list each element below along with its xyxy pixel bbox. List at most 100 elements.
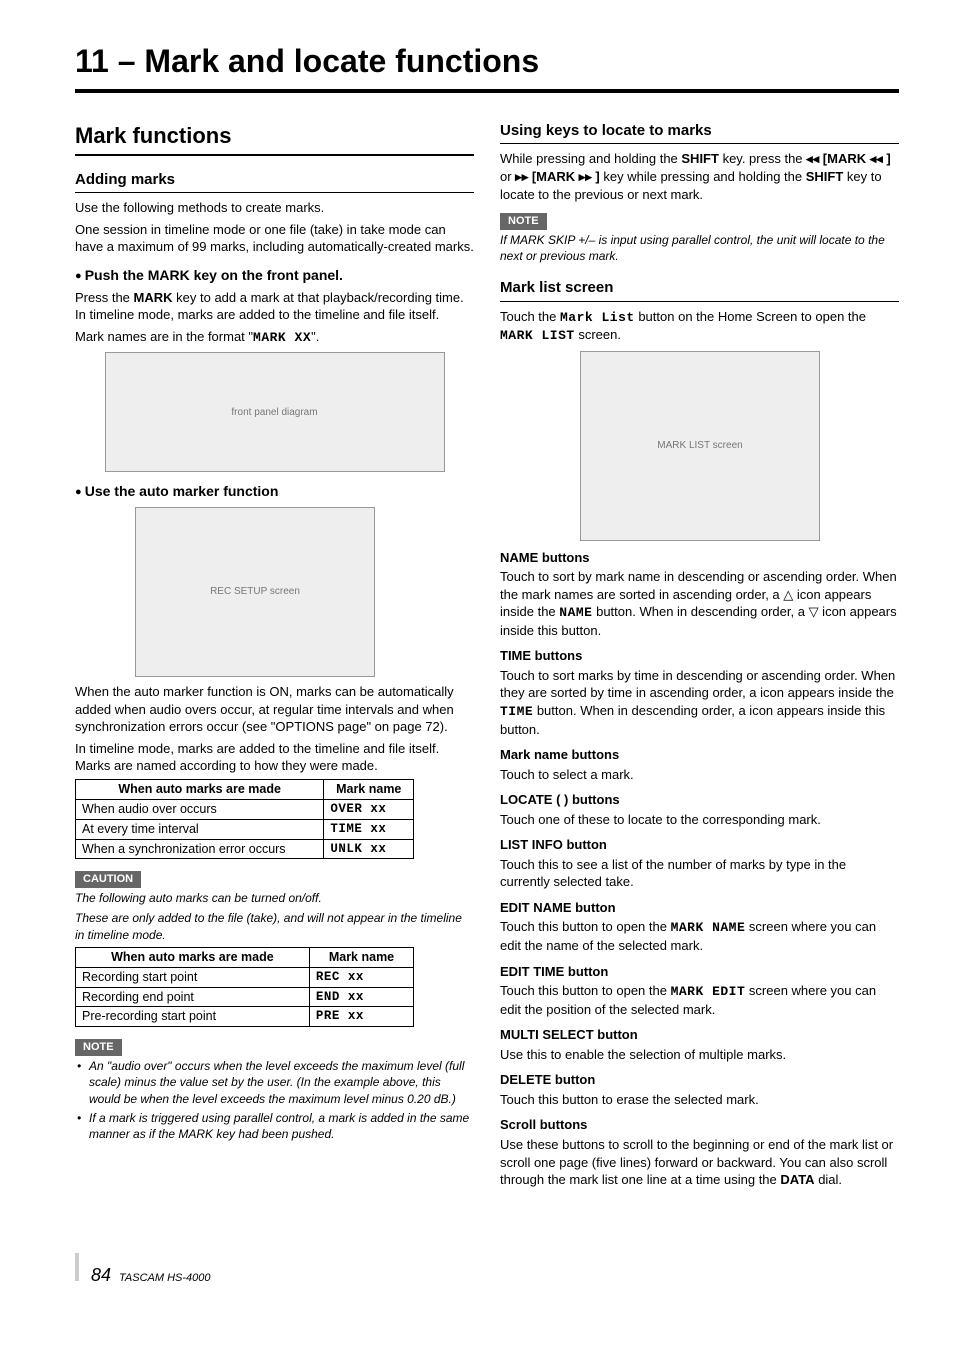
head-name-buttons: NAME buttons bbox=[500, 549, 899, 567]
caution-text-2: These are only added to the file (take),… bbox=[75, 910, 474, 942]
adding-marks-intro-2: One session in timeline mode or one file… bbox=[75, 221, 474, 256]
td: END xx bbox=[309, 987, 413, 1007]
screen-ref: MARK LIST bbox=[500, 328, 575, 343]
using-keys-p: While pressing and holding the SHIFT key… bbox=[500, 150, 899, 203]
td: When a synchronization error occurs bbox=[76, 839, 324, 859]
subsection-adding-marks: Adding marks bbox=[75, 170, 474, 193]
note-label: NOTE bbox=[500, 213, 547, 230]
head-locate-buttons: LOCATE ( ) buttons bbox=[500, 791, 899, 809]
push-mark-p2: Mark names are in the format "MARK XX". bbox=[75, 328, 474, 347]
time-buttons-text: Touch to sort marks by time in descendin… bbox=[500, 667, 899, 738]
text: Touch this button to open the bbox=[500, 919, 671, 934]
screen-ref: MARK NAME bbox=[671, 920, 746, 935]
text: dial. bbox=[815, 1172, 842, 1187]
auto-marks-table-1: When auto marks are made Mark name When … bbox=[75, 779, 414, 860]
note-item-1: An "audio over" occurs when the level ex… bbox=[75, 1058, 474, 1107]
td: Pre-recording start point bbox=[76, 1007, 310, 1027]
caution-text-1: The following auto marks can be turned o… bbox=[75, 890, 474, 906]
edit-time-text: Touch this button to open the MARK EDIT … bbox=[500, 982, 899, 1018]
key-mark: MARK bbox=[134, 290, 173, 305]
text: screen. bbox=[575, 327, 621, 342]
td: Recording start point bbox=[76, 967, 310, 987]
button-ref: Mark List bbox=[560, 310, 635, 325]
td: UNLK xx bbox=[324, 839, 414, 859]
text: Press the bbox=[75, 290, 134, 305]
td: TIME xx bbox=[324, 819, 414, 839]
auto-marks-table-2: When auto marks are made Mark name Recor… bbox=[75, 947, 414, 1028]
mark-list-intro: Touch the Mark List button on the Home S… bbox=[500, 308, 899, 345]
footer-bar bbox=[75, 1253, 79, 1281]
table-row: Recording start pointREC xx bbox=[76, 967, 414, 987]
subsection-using-keys: Using keys to locate to marks bbox=[500, 121, 899, 144]
scroll-text: Use these buttons to scroll to the begin… bbox=[500, 1136, 899, 1189]
text: key. press the bbox=[719, 151, 806, 166]
head-mark-name-buttons: Mark name buttons bbox=[500, 746, 899, 764]
table-row: When a synchronization error occursUNLK … bbox=[76, 839, 414, 859]
head-time-buttons: TIME buttons bbox=[500, 647, 899, 665]
delete-text: Touch this button to erase the selected … bbox=[500, 1091, 899, 1109]
key-shift: SHIFT bbox=[806, 169, 844, 184]
front-panel-image: front panel diagram bbox=[105, 352, 445, 472]
name-buttons-text: Touch to sort by mark name in descending… bbox=[500, 568, 899, 639]
th: When auto marks are made bbox=[76, 779, 324, 799]
text: key while pressing and holding the bbox=[600, 169, 806, 184]
right-column: Using keys to locate to marks While pres… bbox=[500, 121, 899, 1192]
text: Touch this button to open the bbox=[500, 983, 671, 998]
edit-name-text: Touch this button to open the MARK NAME … bbox=[500, 918, 899, 954]
td: Recording end point bbox=[76, 987, 310, 1007]
td: At every time interval bbox=[76, 819, 324, 839]
th: When auto marks are made bbox=[76, 947, 310, 967]
button-ref: TIME bbox=[500, 704, 533, 719]
th: Mark name bbox=[324, 779, 414, 799]
head-edit-name: EDIT NAME button bbox=[500, 899, 899, 917]
footer-model: TASCAM HS-4000 bbox=[119, 1271, 211, 1286]
text: ". bbox=[311, 329, 319, 344]
button-ref: NAME bbox=[559, 605, 592, 620]
using-keys-note-text: If MARK SKIP +/– is input using parallel… bbox=[500, 232, 899, 264]
left-column: Mark functions Adding marks Use the foll… bbox=[75, 121, 474, 1192]
head-multi-select: MULTI SELECT button bbox=[500, 1026, 899, 1044]
caution-label: CAUTION bbox=[75, 871, 141, 888]
head-list-info: LIST INFO button bbox=[500, 836, 899, 854]
push-mark-p1: Press the MARK key to add a mark at that… bbox=[75, 289, 474, 324]
chapter-title: 11 – Mark and locate functions bbox=[75, 40, 899, 93]
text: LOCATE ( ) buttons bbox=[500, 792, 620, 807]
table-row: At every time intervalTIME xx bbox=[76, 819, 414, 839]
td: PRE xx bbox=[309, 1007, 413, 1027]
page-number: 84 bbox=[91, 1263, 111, 1287]
text: or bbox=[500, 169, 515, 184]
note-label: NOTE bbox=[75, 1039, 122, 1056]
head-delete: DELETE button bbox=[500, 1071, 899, 1089]
note-item-2: If a mark is triggered using parallel co… bbox=[75, 1110, 474, 1142]
auto-marker-p2: In timeline mode, marks are added to the… bbox=[75, 740, 474, 775]
mark-list-image: MARK LIST screen bbox=[580, 351, 820, 541]
td: REC xx bbox=[309, 967, 413, 987]
th: Mark name bbox=[309, 947, 413, 967]
text: button. When in descending order, a icon… bbox=[500, 703, 885, 737]
subsection-mark-list: Mark list screen bbox=[500, 278, 899, 301]
adding-marks-intro-1: Use the following methods to create mark… bbox=[75, 199, 474, 217]
td: OVER xx bbox=[324, 799, 414, 819]
format-text: MARK XX bbox=[253, 330, 311, 345]
table-row: Pre-recording start pointPRE xx bbox=[76, 1007, 414, 1027]
section-mark-functions: Mark functions bbox=[75, 121, 474, 156]
rec-setup-image: REC SETUP screen bbox=[135, 507, 375, 677]
auto-marker-p1: When the auto marker function is ON, mar… bbox=[75, 683, 474, 736]
head-auto-marker: Use the auto marker function bbox=[75, 482, 474, 501]
multi-select-text: Use this to enable the selection of mult… bbox=[500, 1046, 899, 1064]
head-push-mark: Push the MARK key on the front panel. bbox=[75, 266, 474, 285]
dial-data: DATA bbox=[780, 1172, 814, 1187]
key-prev: ◂◂ [MARK ◂◂ ] bbox=[806, 151, 891, 166]
text: While pressing and holding the bbox=[500, 151, 681, 166]
text: Touch the bbox=[500, 309, 560, 324]
td: When audio over occurs bbox=[76, 799, 324, 819]
locate-buttons-text: Touch one of these to locate to the corr… bbox=[500, 811, 899, 829]
key-shift: SHIFT bbox=[681, 151, 719, 166]
page-footer: 84 TASCAM HS-4000 bbox=[75, 1253, 899, 1287]
text: Mark names are in the format " bbox=[75, 329, 253, 344]
head-scroll: Scroll buttons bbox=[500, 1116, 899, 1134]
table-row: When audio over occursOVER xx bbox=[76, 799, 414, 819]
text: Touch to sort marks by time in descendin… bbox=[500, 668, 895, 701]
key-next: ▸▸ [MARK ▸▸ ] bbox=[515, 169, 600, 184]
text: button on the Home Screen to open the bbox=[635, 309, 866, 324]
